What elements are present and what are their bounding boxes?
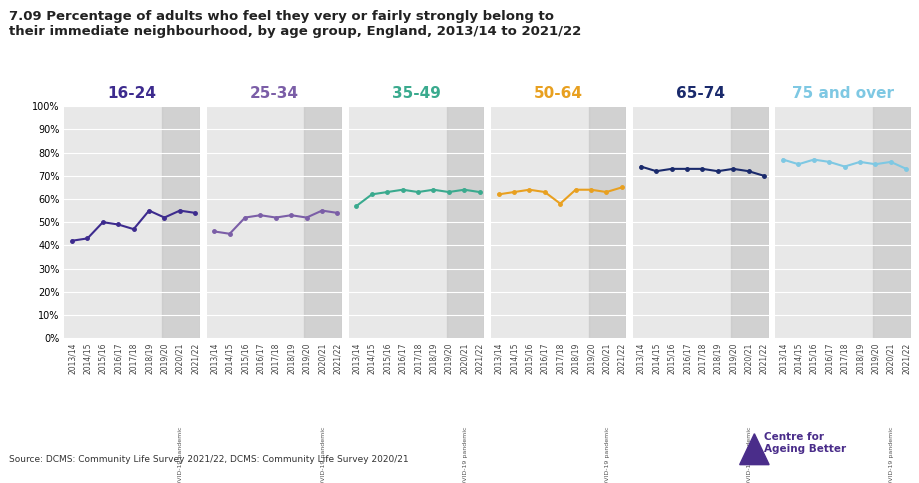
Text: COVID-19 pandemic: COVID-19 pandemic (605, 426, 609, 483)
Title: 16-24: 16-24 (108, 86, 156, 101)
Title: 75 and over: 75 and over (791, 86, 893, 101)
Text: Centre for
Ageing Better: Centre for Ageing Better (763, 432, 845, 454)
Bar (304, 106, 342, 338)
Polygon shape (739, 434, 768, 465)
Title: 35-49: 35-49 (391, 86, 440, 101)
Bar (446, 106, 483, 338)
Text: Source: DCMS: Community Life Survey 2021/22, DCMS: Community Life Survey 2020/21: Source: DCMS: Community Life Survey 2021… (9, 455, 408, 464)
Bar (872, 106, 910, 338)
Text: COVID-19 pandemic: COVID-19 pandemic (889, 426, 893, 483)
Title: 25-34: 25-34 (250, 86, 299, 101)
Title: 50-64: 50-64 (534, 86, 583, 101)
Bar (730, 106, 767, 338)
Bar (162, 106, 199, 338)
Text: 7.09 Percentage of adults who feel they very or fairly strongly belong to
their : 7.09 Percentage of adults who feel they … (9, 10, 581, 38)
Text: COVID-19 pandemic: COVID-19 pandemic (178, 426, 183, 483)
Title: 65-74: 65-74 (675, 86, 724, 101)
Text: COVID-19 pandemic: COVID-19 pandemic (462, 426, 468, 483)
Text: COVID-19 pandemic: COVID-19 pandemic (321, 426, 325, 483)
Bar (588, 106, 626, 338)
Text: COVID-19 pandemic: COVID-19 pandemic (746, 426, 752, 483)
